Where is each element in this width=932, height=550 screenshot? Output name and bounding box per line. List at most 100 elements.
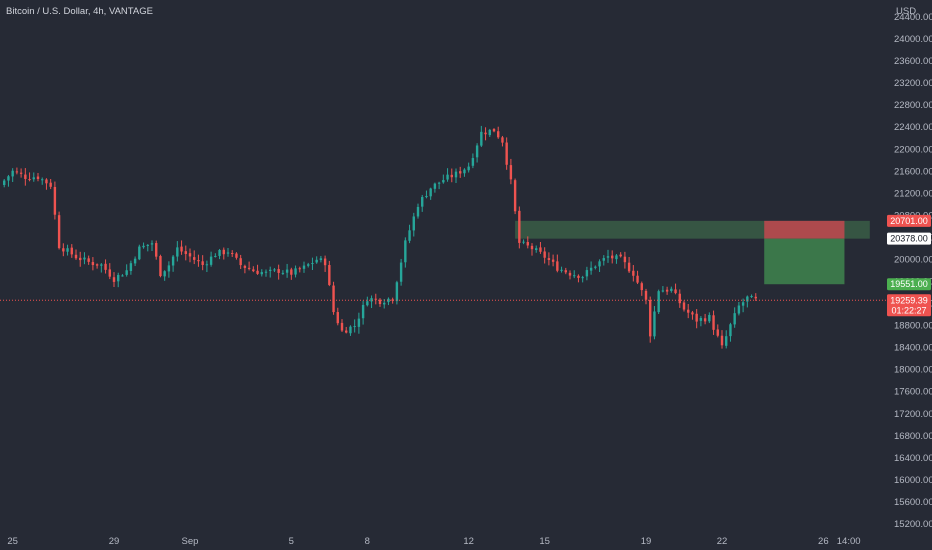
- candle-body: [180, 246, 183, 252]
- candle-body: [155, 243, 158, 257]
- candle-body: [395, 282, 399, 302]
- candle-body: [133, 258, 137, 264]
- candle-body: [391, 299, 394, 301]
- candle-body: [302, 265, 306, 269]
- candle-body: [687, 309, 690, 313]
- candle-body: [150, 243, 154, 245]
- price-axis-unit: USD: [896, 6, 916, 17]
- candle-body: [463, 169, 466, 174]
- candle-body: [95, 264, 99, 266]
- candle-body: [91, 262, 95, 266]
- candle-body: [15, 171, 19, 173]
- price-tag-bg: [887, 278, 931, 291]
- candle-body: [725, 336, 728, 346]
- candle-body: [383, 302, 386, 305]
- candle-body: [298, 268, 301, 270]
- y-tick-label: 22800.00: [894, 100, 932, 111]
- candle-body: [323, 258, 327, 266]
- candle-body: [87, 258, 90, 262]
- candle-body: [117, 274, 120, 282]
- candle-body: [366, 301, 369, 306]
- x-tick-label: 26: [818, 536, 829, 547]
- candle-body: [57, 215, 61, 249]
- candle-body: [45, 179, 48, 184]
- candle-body: [163, 271, 166, 277]
- y-tick-label: 15200.00: [894, 519, 932, 530]
- candle-body: [378, 299, 382, 305]
- candle-body: [556, 261, 559, 271]
- candle-body: [171, 256, 175, 266]
- y-tick-label: 18800.00: [894, 321, 932, 332]
- y-tick-label: 21200.00: [894, 188, 932, 199]
- candle-body: [450, 174, 453, 178]
- price-tag-bg: [887, 232, 931, 245]
- candle-body: [429, 188, 432, 197]
- candle-body: [412, 216, 415, 231]
- candle-body: [750, 296, 753, 298]
- candle-body: [661, 290, 665, 292]
- y-tick-label: 22400.00: [894, 122, 932, 133]
- y-tick-label: 23200.00: [894, 78, 932, 89]
- zones-layer: [515, 220, 870, 285]
- candle-body: [184, 251, 187, 254]
- candle-body: [336, 312, 339, 324]
- candle-body: [125, 270, 128, 275]
- price-tag-bg: [887, 214, 931, 227]
- candle-body: [129, 263, 133, 271]
- stop-loss-zone[interactable]: [764, 220, 845, 239]
- price-tag: 20701.00: [887, 214, 931, 227]
- candle-body: [357, 318, 361, 327]
- candle-body: [615, 255, 618, 260]
- candle-body: [41, 179, 44, 181]
- candle-body: [277, 269, 280, 273]
- candle-body: [573, 275, 576, 277]
- candle-body: [425, 195, 428, 198]
- candle-body: [619, 254, 622, 257]
- candle-body: [475, 145, 479, 158]
- candle-body: [480, 131, 483, 146]
- candle-body: [176, 247, 179, 257]
- candle-body: [602, 258, 605, 261]
- candle-body: [209, 256, 213, 265]
- candle-body: [682, 302, 686, 310]
- y-tick-label: 21600.00: [894, 166, 932, 177]
- price-tag: 20378.00: [887, 232, 931, 245]
- candle-body: [361, 304, 365, 319]
- candle-body: [543, 251, 546, 258]
- candle-body: [28, 179, 31, 181]
- candle-body: [703, 318, 707, 322]
- candle-body: [585, 270, 589, 277]
- candle-body: [627, 262, 631, 272]
- candle-body: [560, 269, 563, 271]
- candle-body: [197, 260, 200, 262]
- x-tick-label: 22: [717, 536, 728, 547]
- candle-body: [100, 264, 103, 266]
- candle-body: [746, 296, 749, 302]
- x-tick-label: 29: [109, 536, 120, 547]
- candle-body: [193, 257, 196, 260]
- y-tick-label: 24400.00: [894, 12, 932, 23]
- candle-body: [581, 277, 584, 279]
- candle-body: [589, 267, 593, 271]
- y-tick-label: 17200.00: [894, 409, 932, 420]
- x-tick-label: 12: [463, 536, 474, 547]
- take-profit-zone[interactable]: [764, 238, 845, 285]
- candle-body: [146, 244, 149, 246]
- candle-body: [112, 277, 116, 282]
- candle-body: [564, 270, 567, 273]
- candle-body: [264, 271, 268, 273]
- candle-body: [218, 250, 221, 256]
- candle-body: [492, 129, 496, 132]
- candle-body: [294, 268, 297, 275]
- candle-body: [222, 249, 225, 255]
- price-axis[interactable]: USD 24400.00 24000.00 23600.00 23200.00 2280…: [894, 6, 932, 530]
- candle-body: [53, 186, 57, 215]
- candle-body: [11, 170, 14, 177]
- candle-body: [657, 291, 660, 313]
- y-tick-label: 23600.00: [894, 56, 932, 67]
- time-axis[interactable]: 25 29 Sep 5 8 12 15 19 22 26 14:00: [7, 536, 860, 547]
- candle-body: [716, 329, 719, 336]
